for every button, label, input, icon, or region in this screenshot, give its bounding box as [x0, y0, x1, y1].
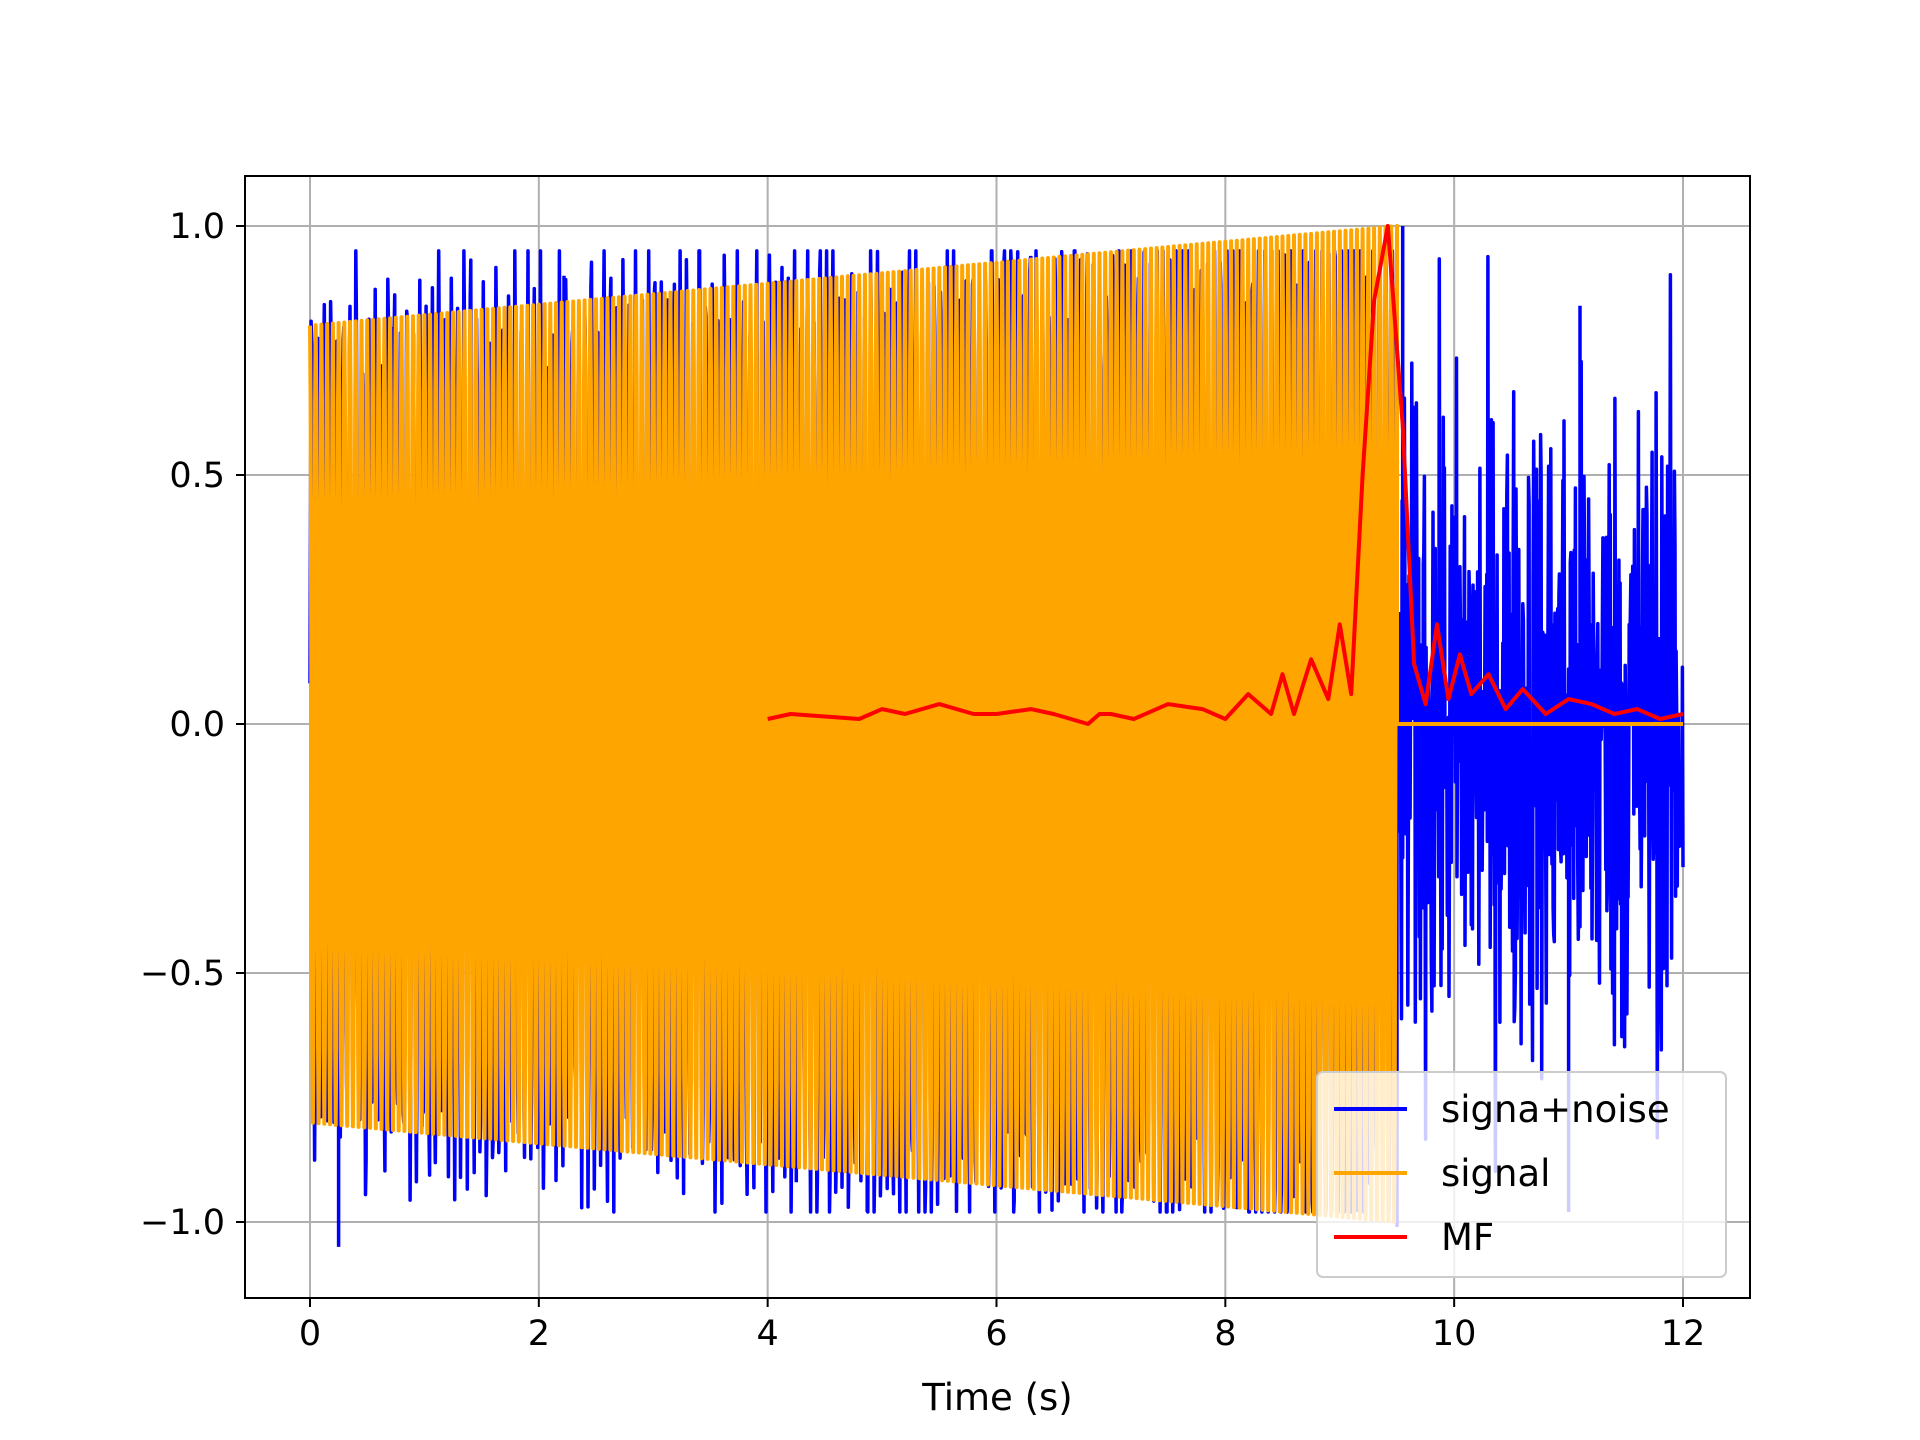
plot-data	[308, 224, 1685, 1247]
x-tick-label: 8	[1214, 1314, 1236, 1354]
y-tick-label: −0.5	[140, 954, 225, 994]
x-tick-label: 10	[1432, 1314, 1477, 1354]
x-tick-label: 12	[1661, 1314, 1706, 1354]
x-tick-label: 4	[757, 1314, 779, 1354]
series-mf-line	[767, 224, 1684, 726]
legend-label: signa+noise	[1441, 1088, 1670, 1131]
y-tick-label: 0.0	[169, 705, 225, 745]
axis-ticks: 0 2 4 6 8 10 12 −1.0 −0.5 0.0 0.5 1.0	[140, 207, 1705, 1354]
legend-box	[1316, 1071, 1727, 1278]
legend-label: signal	[1441, 1152, 1550, 1195]
x-tick-label: 6	[985, 1314, 1007, 1354]
legend-label: MF	[1441, 1216, 1494, 1259]
y-tick-label: −1.0	[140, 1203, 225, 1243]
y-tick-label: 0.5	[169, 456, 225, 496]
y-tick-label: 1.0	[169, 207, 225, 247]
legend: signa+noise signal MF	[1316, 1071, 1727, 1278]
series-signal-line	[308, 224, 1683, 1224]
x-tick-label: 0	[299, 1314, 321, 1354]
x-axis-label: Time (s)	[921, 1376, 1072, 1419]
x-tick-label: 2	[528, 1314, 550, 1354]
